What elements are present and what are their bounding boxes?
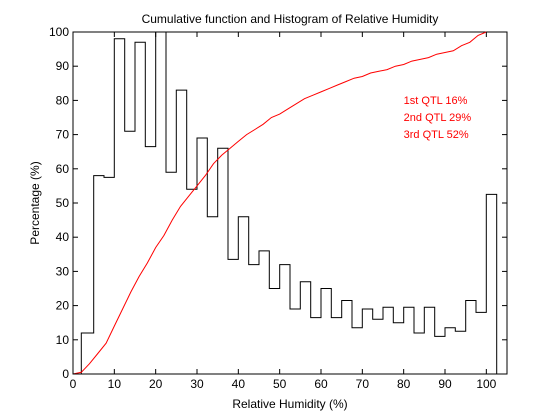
y-tick-label: 50 xyxy=(56,196,70,210)
y-tick-label: 40 xyxy=(56,230,70,244)
y-tick-label: 60 xyxy=(56,162,70,176)
x-tick-label: 100 xyxy=(476,377,496,391)
x-axis-label: Relative Humidity (%) xyxy=(232,397,347,411)
histogram-bin xyxy=(166,172,176,374)
quartile-annotation: 1st QTL 16% xyxy=(404,95,468,107)
histogram-bin xyxy=(207,217,217,374)
y-axis-label: Percentage (%) xyxy=(28,161,42,244)
histogram-bin xyxy=(249,265,259,374)
histogram-bin xyxy=(383,307,393,374)
y-tick-label: 30 xyxy=(56,264,70,278)
histogram-bin xyxy=(342,300,352,374)
x-tick-label: 20 xyxy=(149,377,163,391)
x-tick-label: 70 xyxy=(356,377,370,391)
histogram-outline xyxy=(73,31,498,375)
histogram-bin xyxy=(455,331,465,374)
histogram-bin xyxy=(404,307,414,374)
histogram-bin xyxy=(290,309,300,374)
x-tick-label: 80 xyxy=(397,377,411,391)
y-tick-label: 20 xyxy=(56,299,70,313)
histogram-bin xyxy=(321,289,331,375)
y-tick-label: 80 xyxy=(56,93,70,107)
histogram-bin xyxy=(435,336,445,374)
histogram-bin xyxy=(94,176,104,374)
histogram-bin xyxy=(145,147,155,374)
histogram-bin xyxy=(197,138,207,374)
y-tick-label: 100 xyxy=(49,25,69,39)
histogram-bin xyxy=(81,333,93,374)
x-tick-label: 60 xyxy=(314,377,328,391)
histogram-bin xyxy=(373,319,383,374)
y-tick-label: 0 xyxy=(62,367,69,381)
cdf-line xyxy=(72,31,487,375)
histogram-bin xyxy=(393,323,403,374)
histogram-bin xyxy=(269,289,279,375)
histogram-bin xyxy=(228,259,238,374)
histogram-bin xyxy=(476,312,486,374)
y-tick-label: 90 xyxy=(56,59,70,73)
y-tick-label: 70 xyxy=(56,128,70,142)
x-tick-label: 10 xyxy=(108,377,122,391)
histogram-bin xyxy=(259,251,269,374)
x-tick-label: 90 xyxy=(438,377,452,391)
quartile-annotation: 2nd QTL 29% xyxy=(404,112,472,124)
histogram-bin xyxy=(311,318,321,374)
x-tick-label: 50 xyxy=(273,377,287,391)
y-tick-label: 10 xyxy=(56,333,70,347)
chart-title: Cumulative function and Histogram of Rel… xyxy=(142,12,439,26)
histogram-bin xyxy=(125,131,135,374)
x-tick-label: 30 xyxy=(190,377,204,391)
histogram-bin xyxy=(414,333,424,374)
histogram-bin xyxy=(218,148,228,374)
histogram-bin xyxy=(331,318,341,374)
x-tick-label: 40 xyxy=(232,377,246,391)
histogram-bin xyxy=(352,328,362,374)
histogram-bin xyxy=(486,194,496,374)
histogram-bin xyxy=(280,265,290,374)
histogram-bin xyxy=(300,282,310,374)
x-tick-label: 0 xyxy=(70,377,77,391)
histogram-bin xyxy=(445,328,455,374)
histogram-bin xyxy=(156,32,166,374)
histogram-bin xyxy=(424,307,434,374)
quartile-annotation: 3rd QTL 52% xyxy=(404,129,469,141)
histogram-bin xyxy=(466,300,476,374)
histogram-bin xyxy=(176,90,186,374)
histogram-bin xyxy=(362,309,372,374)
histogram-bin xyxy=(135,42,145,374)
histogram-bin xyxy=(238,217,248,374)
histogram-bin xyxy=(187,189,197,374)
